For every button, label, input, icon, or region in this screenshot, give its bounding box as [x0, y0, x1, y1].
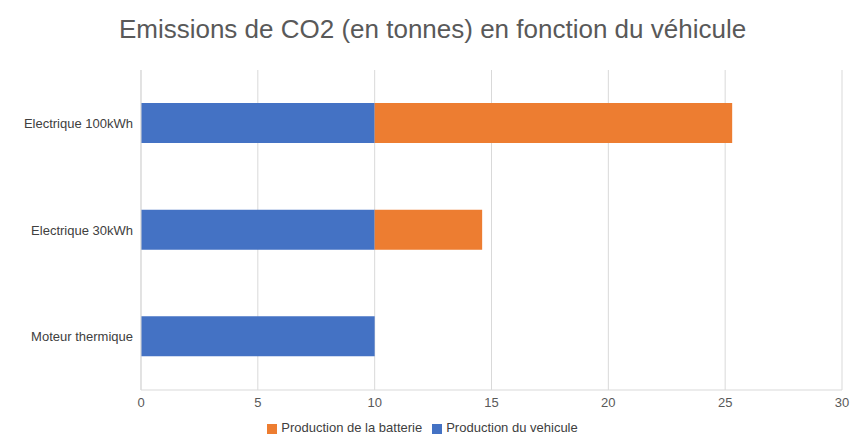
svg-text:Moteur thermique: Moteur thermique: [31, 329, 133, 344]
svg-text:30: 30: [835, 395, 849, 410]
svg-text:15: 15: [484, 395, 498, 410]
html-text:Production de la batterie: Production de la batterie: [281, 420, 423, 435]
svg-text:25: 25: [718, 395, 732, 410]
html-text:Production du vehicule: Production du vehicule: [446, 420, 578, 435]
svg-text:20: 20: [601, 395, 615, 410]
svg-text:Electrique 30kWh: Electrique 30kWh: [31, 223, 133, 238]
svg-text:Electrique 100kWh: Electrique 100kWh: [24, 116, 133, 131]
html-text:Emissions de CO2 (en tonnes) e: Emissions de CO2 (en tonnes) en fonction…: [118, 14, 747, 44]
svg-text:10: 10: [367, 395, 381, 410]
svg-text:0: 0: [137, 395, 144, 410]
svg-text:5: 5: [254, 395, 261, 410]
